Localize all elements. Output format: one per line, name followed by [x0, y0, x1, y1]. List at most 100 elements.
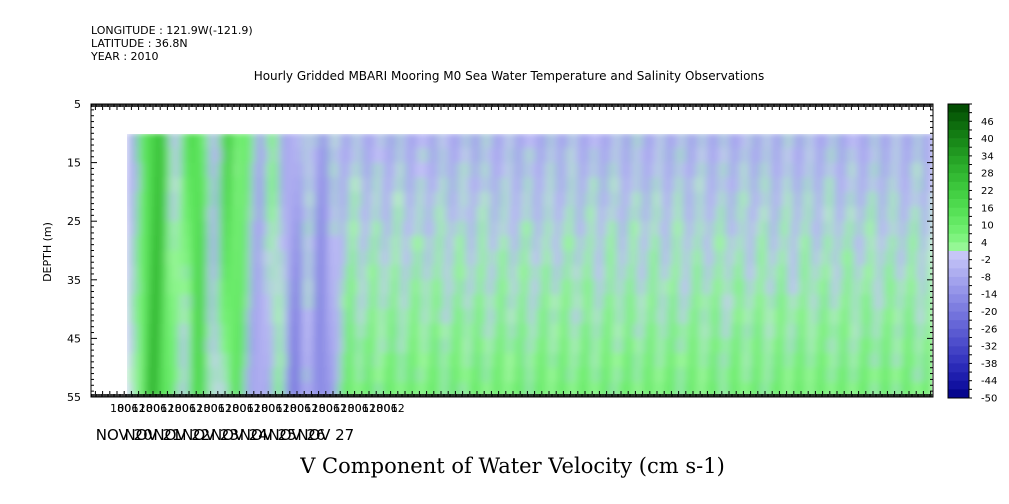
heatmap-cell [261, 367, 265, 383]
heatmap-cell [621, 235, 625, 252]
heatmap-cell [321, 338, 325, 354]
heatmap-cell [487, 367, 490, 383]
heatmap-cell [640, 162, 644, 178]
heatmap-cell [782, 279, 786, 296]
heatmap-cell [674, 382, 678, 397]
heatmap-cell [746, 191, 750, 208]
heatmap-cell [182, 134, 186, 149]
heatmap-cell [403, 294, 406, 310]
heatmap-cell [503, 221, 507, 237]
heatmap-cell [511, 206, 514, 222]
heatmap-cell [256, 250, 260, 266]
heatmap-cell [199, 147, 202, 164]
heatmap-cell [220, 221, 224, 237]
heatmap-cell [155, 353, 159, 369]
heatmap-cell [631, 382, 634, 397]
heatmap-cell [304, 147, 308, 164]
heatmap-cell [657, 309, 661, 325]
heatmap-cell [179, 134, 183, 149]
heatmap-cell [691, 147, 694, 164]
heatmap-cell [417, 206, 421, 222]
heatmap-cell [331, 206, 334, 222]
heatmap-cell [712, 309, 716, 325]
heatmap-cell [251, 265, 255, 281]
heatmap-cell [571, 367, 574, 383]
heatmap-cell [657, 353, 661, 369]
heatmap-cell [563, 206, 567, 222]
heatmap-cell [602, 191, 606, 208]
heatmap-cell [331, 221, 334, 237]
heatmap-cell [290, 221, 294, 237]
heatmap-cell [604, 147, 608, 164]
heatmap-cell [503, 265, 507, 281]
heatmap-cell [249, 338, 253, 354]
heatmap-cell [314, 221, 318, 237]
heatmap-cell [763, 294, 766, 310]
heatmap-cell [479, 162, 483, 178]
heatmap-cell [290, 206, 294, 222]
heatmap-cell [213, 235, 217, 252]
heatmap-cell [391, 235, 394, 252]
heatmap-cell [489, 134, 493, 149]
heatmap-cell [448, 134, 452, 149]
heatmap-cell [251, 338, 255, 354]
heatmap-cell [451, 162, 454, 178]
heatmap-cell [345, 279, 349, 296]
heatmap-cell [170, 147, 174, 164]
heatmap-cell [518, 147, 522, 164]
heatmap-cell [460, 134, 464, 149]
heatmap-cell [237, 235, 241, 252]
heatmap-cell [779, 206, 783, 222]
heatmap-cell [292, 191, 296, 208]
heatmap-cell [559, 206, 562, 222]
heatmap-cell [263, 323, 267, 339]
heatmap-cell [412, 323, 416, 339]
heatmap-cell [525, 191, 529, 208]
heatmap-cell [364, 206, 368, 222]
heatmap-cell [554, 206, 558, 222]
heatmap-cell [465, 250, 469, 266]
heatmap-cell [239, 382, 243, 397]
heatmap-cell [278, 235, 282, 252]
heatmap-cell [539, 382, 543, 397]
heatmap-cell [705, 221, 709, 237]
heatmap-cell [280, 147, 284, 164]
heatmap-cell [597, 353, 601, 369]
heatmap-cell [527, 235, 531, 252]
heatmap-cell [196, 323, 200, 339]
heatmap-cell [496, 353, 500, 369]
heatmap-cell [535, 206, 538, 222]
heatmap-cell [465, 235, 469, 252]
heatmap-cell [350, 279, 354, 296]
heatmap-cell [285, 367, 289, 383]
heatmap-cell [482, 177, 486, 193]
heatmap-cell [470, 309, 474, 325]
heatmap-cell [544, 265, 548, 281]
heatmap-cell [287, 162, 291, 178]
heatmap-cell [667, 323, 670, 339]
heatmap-cell [551, 191, 555, 208]
heatmap-cell [568, 162, 572, 178]
heatmap-cell [607, 353, 610, 369]
heatmap-cell [530, 206, 534, 222]
heatmap-cell [475, 162, 478, 178]
heatmap-cell [184, 147, 188, 164]
heatmap-cell [669, 367, 673, 383]
heatmap-cell [575, 382, 579, 397]
heatmap-cell [710, 382, 714, 397]
heatmap-cell [758, 279, 762, 296]
heatmap-cell [398, 162, 402, 178]
heatmap-cell [422, 353, 426, 369]
heatmap-cell [758, 382, 762, 397]
heatmap-cell [419, 206, 423, 222]
heatmap-cell [573, 191, 577, 208]
heatmap-cell [350, 206, 354, 222]
heatmap-cell [590, 221, 594, 237]
heatmap-cell [458, 279, 462, 296]
heatmap-cell [160, 367, 164, 383]
heatmap-cell [681, 162, 685, 178]
heatmap-cell [239, 250, 243, 266]
heatmap-cell [429, 177, 433, 193]
heatmap-cell [657, 338, 661, 354]
heatmap-cell [355, 353, 358, 369]
